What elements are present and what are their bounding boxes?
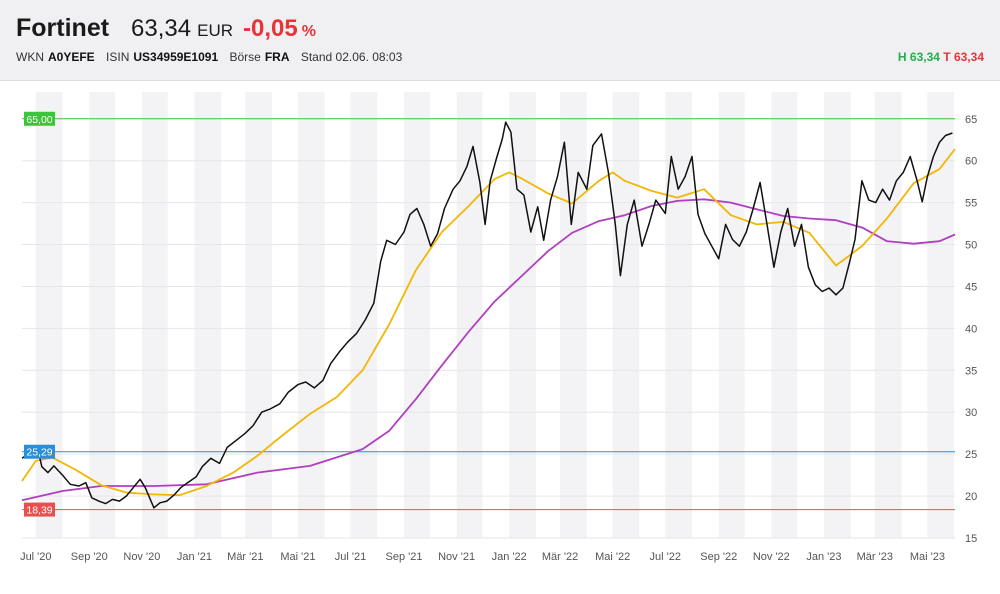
- day-low: T 63,34: [943, 50, 984, 64]
- time-band: [194, 92, 222, 538]
- x-tick-label: Sep '21: [386, 551, 423, 563]
- time-band: [245, 92, 273, 538]
- time-band: [927, 92, 955, 538]
- y-tick-label: 35: [965, 365, 977, 377]
- y-tick-label: 30: [965, 407, 977, 419]
- time-band: [350, 92, 378, 538]
- x-tick-label: Jul '22: [650, 551, 681, 563]
- stock-name: Fortinet: [16, 14, 110, 42]
- price-chart: 65 60 55 50 45 40 35 30 25 20 15 Jul '20 Sep '20 Nov…: [20, 92, 977, 563]
- timestamp: Stand 02.06. 08:03: [300, 50, 403, 64]
- exchange-value: FRA: [264, 50, 290, 64]
- time-band: [141, 92, 168, 538]
- y-tick-label: 15: [965, 533, 977, 545]
- time-band: [35, 92, 63, 538]
- time-band: [665, 92, 693, 538]
- x-tick-label: Mai '21: [280, 551, 315, 563]
- x-tick-label: Nov '20: [123, 551, 160, 563]
- time-band: [771, 92, 798, 538]
- y-tick-label: 45: [965, 281, 977, 293]
- y-tick-label: 60: [965, 156, 977, 168]
- stock-price: 63,34: [131, 15, 192, 42]
- time-band: [718, 92, 745, 538]
- wkn-value: A0YEFE: [48, 50, 95, 64]
- x-tick-label: Nov '21: [438, 551, 475, 563]
- time-band: [612, 92, 640, 538]
- security-meta: WKN A0YEFE ISIN US34959E1091 Börse FRA Stan…: [16, 50, 410, 64]
- y-tick-label: 25: [965, 449, 977, 461]
- quote-header: Fortinet 63,34 EUR -0,05 % WKN A0YEFE ISI…: [0, 0, 1000, 81]
- time-band: [509, 92, 536, 538]
- time-band: [456, 92, 483, 538]
- price-chart-area: 65 60 55 50 45 40 35 30 25 20 15 Jul '20 Sep '20 Nov…: [0, 80, 1000, 589]
- x-tick-label: Jan '22: [492, 551, 527, 563]
- quote-title-row: Fortinet 63,34 EUR -0,05 %: [16, 14, 316, 43]
- wkn-label: WKN: [16, 50, 44, 64]
- x-tick-label: Nov '22: [753, 551, 790, 563]
- x-tick-label: Jul '20: [20, 551, 51, 563]
- reference-label-box: [24, 111, 55, 126]
- price-change: -0,05: [243, 15, 298, 42]
- price-change-unit: %: [301, 23, 316, 40]
- high-low: H 63,34 T 63,34: [898, 50, 984, 64]
- time-band: [89, 92, 116, 538]
- x-tick-label: Mär '23: [857, 551, 893, 563]
- x-tick-label: Mai '23: [910, 551, 945, 563]
- reference-label: 65,00: [26, 114, 52, 126]
- time-band: [823, 92, 851, 538]
- moving-average-long-line: [21, 198, 956, 502]
- reference-label: 18,39: [26, 505, 52, 517]
- reference-label-box: [24, 444, 55, 459]
- x-tick-label: Jan '21: [177, 551, 212, 563]
- price-line: [21, 121, 953, 509]
- price-currency: EUR: [197, 21, 234, 40]
- day-high: H 63,34: [897, 50, 940, 64]
- x-tick-label: Mär '22: [542, 551, 578, 563]
- y-tick-label: 40: [965, 323, 977, 335]
- y-tick-label: 65: [965, 114, 977, 126]
- time-band: [297, 92, 325, 538]
- exchange-label: Börse: [229, 50, 261, 64]
- x-tick-label: Sep '20: [71, 551, 108, 563]
- x-tick-label: Mär '21: [227, 551, 263, 563]
- x-tick-label: Jul '21: [335, 551, 366, 563]
- y-tick-label: 20: [965, 491, 977, 503]
- y-tick-label: 50: [965, 240, 977, 252]
- time-band: [403, 92, 430, 538]
- moving-average-short-line: [21, 148, 956, 497]
- reference-label-box: [24, 502, 55, 517]
- time-band: [874, 92, 902, 538]
- y-tick-label: 55: [965, 198, 977, 210]
- x-tick-label: Mai '22: [595, 551, 630, 563]
- x-tick-label: Jan '23: [806, 551, 841, 563]
- time-band: [560, 92, 587, 538]
- isin-value: US34959E1091: [133, 50, 219, 64]
- reference-label: 25,29: [26, 447, 52, 459]
- isin-label: ISIN: [106, 50, 130, 64]
- x-tick-label: Sep '22: [700, 551, 737, 563]
